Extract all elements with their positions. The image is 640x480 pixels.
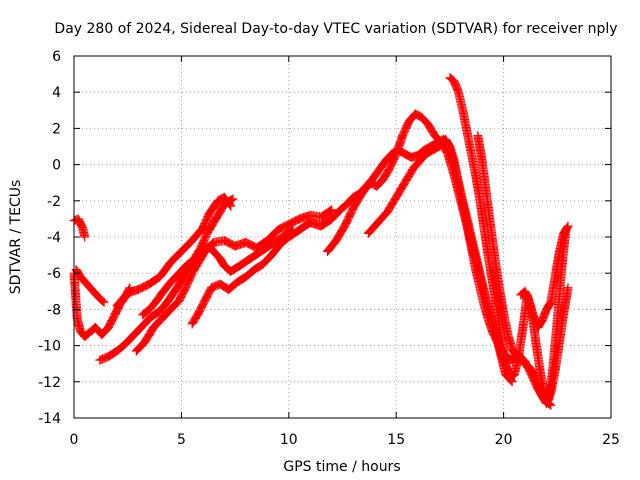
series-track-8 bbox=[187, 134, 513, 376]
series-track-13 bbox=[516, 221, 573, 332]
series-track-4 bbox=[95, 194, 238, 365]
y-tick-label: -2 bbox=[47, 194, 61, 210]
x-axis-title: GPS time / hours bbox=[283, 459, 400, 475]
x-tick-label: 15 bbox=[387, 432, 405, 448]
series-markers bbox=[473, 131, 573, 408]
y-tick-label: -12 bbox=[38, 375, 61, 391]
y-tick-label: -8 bbox=[47, 302, 61, 318]
x-tick-label: 20 bbox=[495, 432, 513, 448]
y-tick-label: -4 bbox=[47, 230, 61, 246]
y-tick-label: -10 bbox=[38, 339, 61, 355]
series-markers bbox=[138, 225, 298, 320]
series-markers bbox=[445, 73, 571, 405]
y-tick-label: 0 bbox=[52, 158, 61, 174]
axis-ticks: 0 5 10 15 20 25 -14 -12 -10 -8 -6 -4 -2 0 2 4 6 bbox=[38, 49, 620, 448]
y-tick-label: -6 bbox=[47, 266, 61, 282]
series-track-7 bbox=[138, 225, 298, 320]
x-tick-label: 5 bbox=[177, 432, 186, 448]
series-markers bbox=[95, 194, 238, 365]
x-tick-label: 25 bbox=[602, 432, 620, 448]
x-tick-label: 10 bbox=[280, 432, 298, 448]
y-axis-title: SDTVAR / TECUs bbox=[8, 180, 24, 295]
y-tick-label: 4 bbox=[52, 85, 61, 101]
data-marks bbox=[69, 73, 573, 410]
y-tick-label: 2 bbox=[52, 121, 61, 137]
series-markers bbox=[187, 134, 513, 376]
x-tick-label: 0 bbox=[70, 432, 79, 448]
series-markers bbox=[516, 221, 573, 332]
series-track-5 bbox=[112, 192, 236, 311]
y-tick-label: 6 bbox=[52, 49, 61, 65]
series-track-11 bbox=[445, 73, 571, 405]
chart-title: Day 280 of 2024, Sidereal Day-to-day VTE… bbox=[54, 21, 617, 37]
series-track-12 bbox=[473, 131, 573, 408]
series-markers bbox=[112, 192, 236, 311]
y-tick-label: -14 bbox=[38, 411, 61, 427]
